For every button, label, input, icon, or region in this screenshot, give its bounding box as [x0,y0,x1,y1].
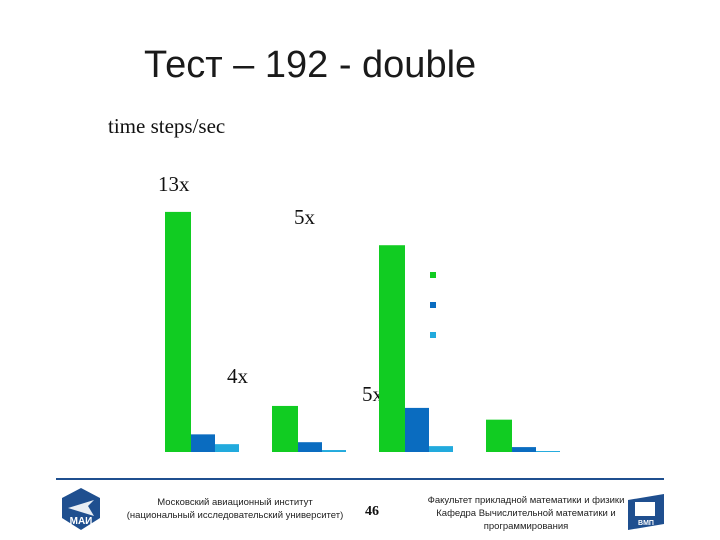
footer-rule [56,478,664,480]
speedup-annotation-1: 13x [158,172,190,196]
bar-series-2-group-2 [298,442,322,452]
bar-series-3-group-3 [429,446,453,452]
speedup-annotation-4: 5x [362,382,383,406]
bar-series-1-group-3 [379,245,405,452]
speedup-annotation-2: 5x [294,205,315,229]
footer-institute-line-2: (национальный исследовательский универси… [126,510,344,521]
bar-series-1-group-2 [272,405,298,452]
speedup-annotation-3: 4x [227,364,248,388]
bar-series-3-group-1 [215,444,239,452]
bar-series-2-group-3 [405,407,429,452]
y-axis-label: time steps/sec [108,114,226,138]
footer-institute: Московский авиационный институт (национа… [110,496,360,522]
footer-department-line-2: Кафедра Вычислительной математики и [436,508,616,519]
slide-title: Тест – 192 - double [144,44,477,86]
bar-series-3-group-4 [536,451,560,452]
footer-department: Факультет прикладной математики и физики… [410,494,642,533]
footer-institute-line-1: Московский авиационный институт [157,497,313,508]
legend-marker-3 [430,332,436,338]
legend-marker-2 [430,302,436,308]
mai-logo: МАИ [62,488,100,530]
bar-series-3-group-2 [322,450,346,452]
department-logo: ВМП [628,494,664,530]
department-logo-text: ВМП [638,520,654,527]
footer-department-line-1: Факультет прикладной математики и физики [427,495,625,506]
bar-series-1-group-4 [486,419,512,452]
bar-series-2-group-1 [191,434,215,452]
bar-series-2-group-4 [512,447,536,452]
page-number: 46 [365,504,379,519]
legend-marker-1 [430,272,436,278]
mai-logo-text: МАИ [70,516,93,527]
footer-department-line-3: программирования [483,521,569,532]
bar-series-1-group-1 [165,211,191,452]
